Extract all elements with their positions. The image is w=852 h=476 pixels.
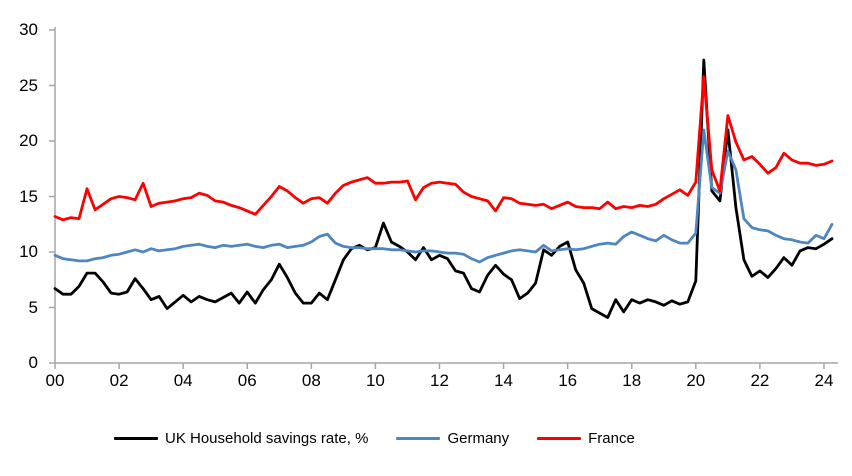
france-legend-label: France: [588, 430, 635, 447]
legend: UK Household savings rate, % Germany Fra…: [114, 430, 635, 447]
x-axis-tick-label: 24: [814, 371, 834, 390]
uk-legend-label: UK Household savings rate, %: [165, 430, 369, 447]
y-axis-tick-label: 15: [19, 186, 38, 206]
france-line-swatch: [537, 436, 582, 441]
y-axis-tick-label: 0: [28, 353, 38, 372]
y-axis-tick-label: 20: [19, 131, 38, 150]
germany-legend-label: Germany: [447, 430, 510, 447]
germany-series-line: [53, 128, 834, 264]
y-axis-tick-label: 25: [19, 75, 38, 95]
x-axis-tick-label: 02: [109, 371, 129, 390]
x-axis-tick-label: 12: [430, 371, 449, 390]
x-axis-tick-label: 16: [558, 371, 578, 390]
x-axis-tick-label: 04: [173, 371, 193, 390]
x-axis-tick-label: 10: [365, 371, 385, 390]
y-axis-tick-label: 5: [28, 297, 38, 317]
x-axis-tick-label: 18: [622, 371, 642, 390]
uk-line-swatch: [114, 436, 158, 441]
germany-line-swatch: [396, 436, 441, 441]
legend-item-uk: UK Household savings rate, %: [114, 430, 368, 447]
x-axis-tick-label: 06: [237, 371, 257, 390]
x-axis-tick-label: 08: [301, 371, 321, 390]
x-axis-tick-label: 20: [686, 371, 706, 390]
france-series-line: [53, 75, 834, 222]
y-axis-tick-label: 30: [19, 20, 38, 39]
y-axis-tick-label: 10: [19, 242, 38, 261]
x-axis-tick-label: 14: [494, 371, 514, 390]
x-axis-tick-label: 00: [45, 371, 65, 390]
legend-item-germany: Germany: [396, 430, 509, 447]
x-axis-tick-label: 22: [750, 371, 770, 390]
legend-item-france: France: [537, 430, 635, 447]
